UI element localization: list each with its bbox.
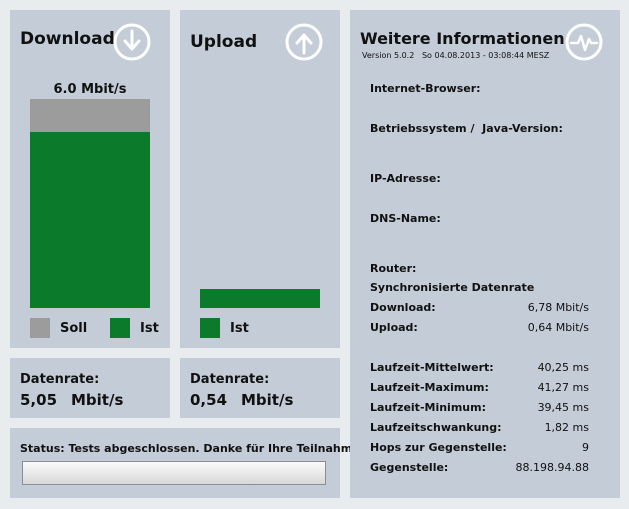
upload-legend-ist-swatch (200, 318, 220, 338)
download-rate-value: 5,05 (20, 391, 58, 409)
download-max-label: 6.0 Mbit/s (53, 82, 127, 97)
download-arrow-icon (113, 23, 151, 61)
info-browser-label: Internet-Browser: (370, 82, 481, 95)
info-sync-label: Synchronisierte Datenrate (370, 281, 535, 294)
download-legend-ist-label: Ist (140, 321, 159, 336)
info-latency-avg-label: Laufzeit-Mittelwert: (370, 361, 494, 374)
info-remote-value: 88.198.94.88 (515, 461, 589, 474)
info-os-label: Betriebssystem / Java-Version: (370, 122, 563, 135)
download-rate-panel (10, 358, 170, 418)
info-sync-download-label: Download: (370, 301, 436, 314)
info-latency-avg-value: 40,25 ms (537, 361, 589, 374)
info-hops-value: 9 (582, 441, 589, 454)
info-title: Weitere Informationen (360, 29, 565, 48)
status-progress-bar (22, 461, 326, 485)
download-legend-soll-swatch (30, 318, 50, 338)
info-version-line: Version 5.0.2 So 04.08.2013 - 03:08:44 M… (362, 51, 549, 60)
info-sync-upload-label: Upload: (370, 321, 418, 334)
pulse-icon (565, 23, 603, 61)
info-latency-min-label: Laufzeit-Minimum: (370, 401, 486, 414)
upload-rate-panel (180, 358, 340, 418)
info-latency-max-value: 41,27 ms (537, 381, 589, 394)
upload-title: Upload (190, 32, 258, 52)
status-label: Status: (20, 442, 65, 455)
info-dns-label: DNS-Name: (370, 212, 441, 225)
download-rate-label: Datenrate: (20, 372, 100, 387)
info-sync-upload-value: 0,64 Mbit/s (527, 321, 589, 334)
info-sync-download-value: 6,78 Mbit/s (527, 301, 589, 314)
download-rate-unit: Mbit/s (71, 391, 124, 409)
info-router-label: Router: (370, 262, 417, 275)
upload-rate-label: Datenrate: (190, 372, 270, 387)
info-jitter-label: Laufzeitschwankung: (370, 421, 502, 434)
info-datetime: So 04.08.2013 - 03:08:44 MESZ (421, 51, 550, 60)
upload-ist-bar (200, 289, 320, 308)
info-jitter-value: 1,82 ms (544, 421, 589, 434)
download-legend-ist-swatch (110, 318, 130, 338)
status-text: Tests abgeschlossen. Danke für Ihre Teil… (68, 442, 365, 455)
info-latency-max-label: Laufzeit-Maximum: (370, 381, 489, 394)
download-ist-bar (30, 132, 150, 308)
upload-rate-value: 0,54 (190, 391, 228, 409)
download-legend-soll-label: Soll (60, 321, 88, 336)
info-version: Version 5.0.2 (362, 51, 415, 60)
info-remote-label: Gegenstelle: (370, 461, 449, 474)
download-title: Download (20, 29, 115, 49)
upload-arrow-icon (285, 23, 323, 61)
upload-legend-ist-label: Ist (230, 321, 249, 336)
info-latency-min-value: 39,45 ms (537, 401, 589, 414)
status-line: Status: Tests abgeschlossen. Danke für I… (20, 442, 365, 455)
info-panel (350, 10, 620, 498)
info-ip-label: IP-Adresse: (370, 172, 441, 185)
upload-rate-unit: Mbit/s (241, 391, 294, 409)
info-hops-label: Hops zur Gegenstelle: (370, 441, 507, 454)
